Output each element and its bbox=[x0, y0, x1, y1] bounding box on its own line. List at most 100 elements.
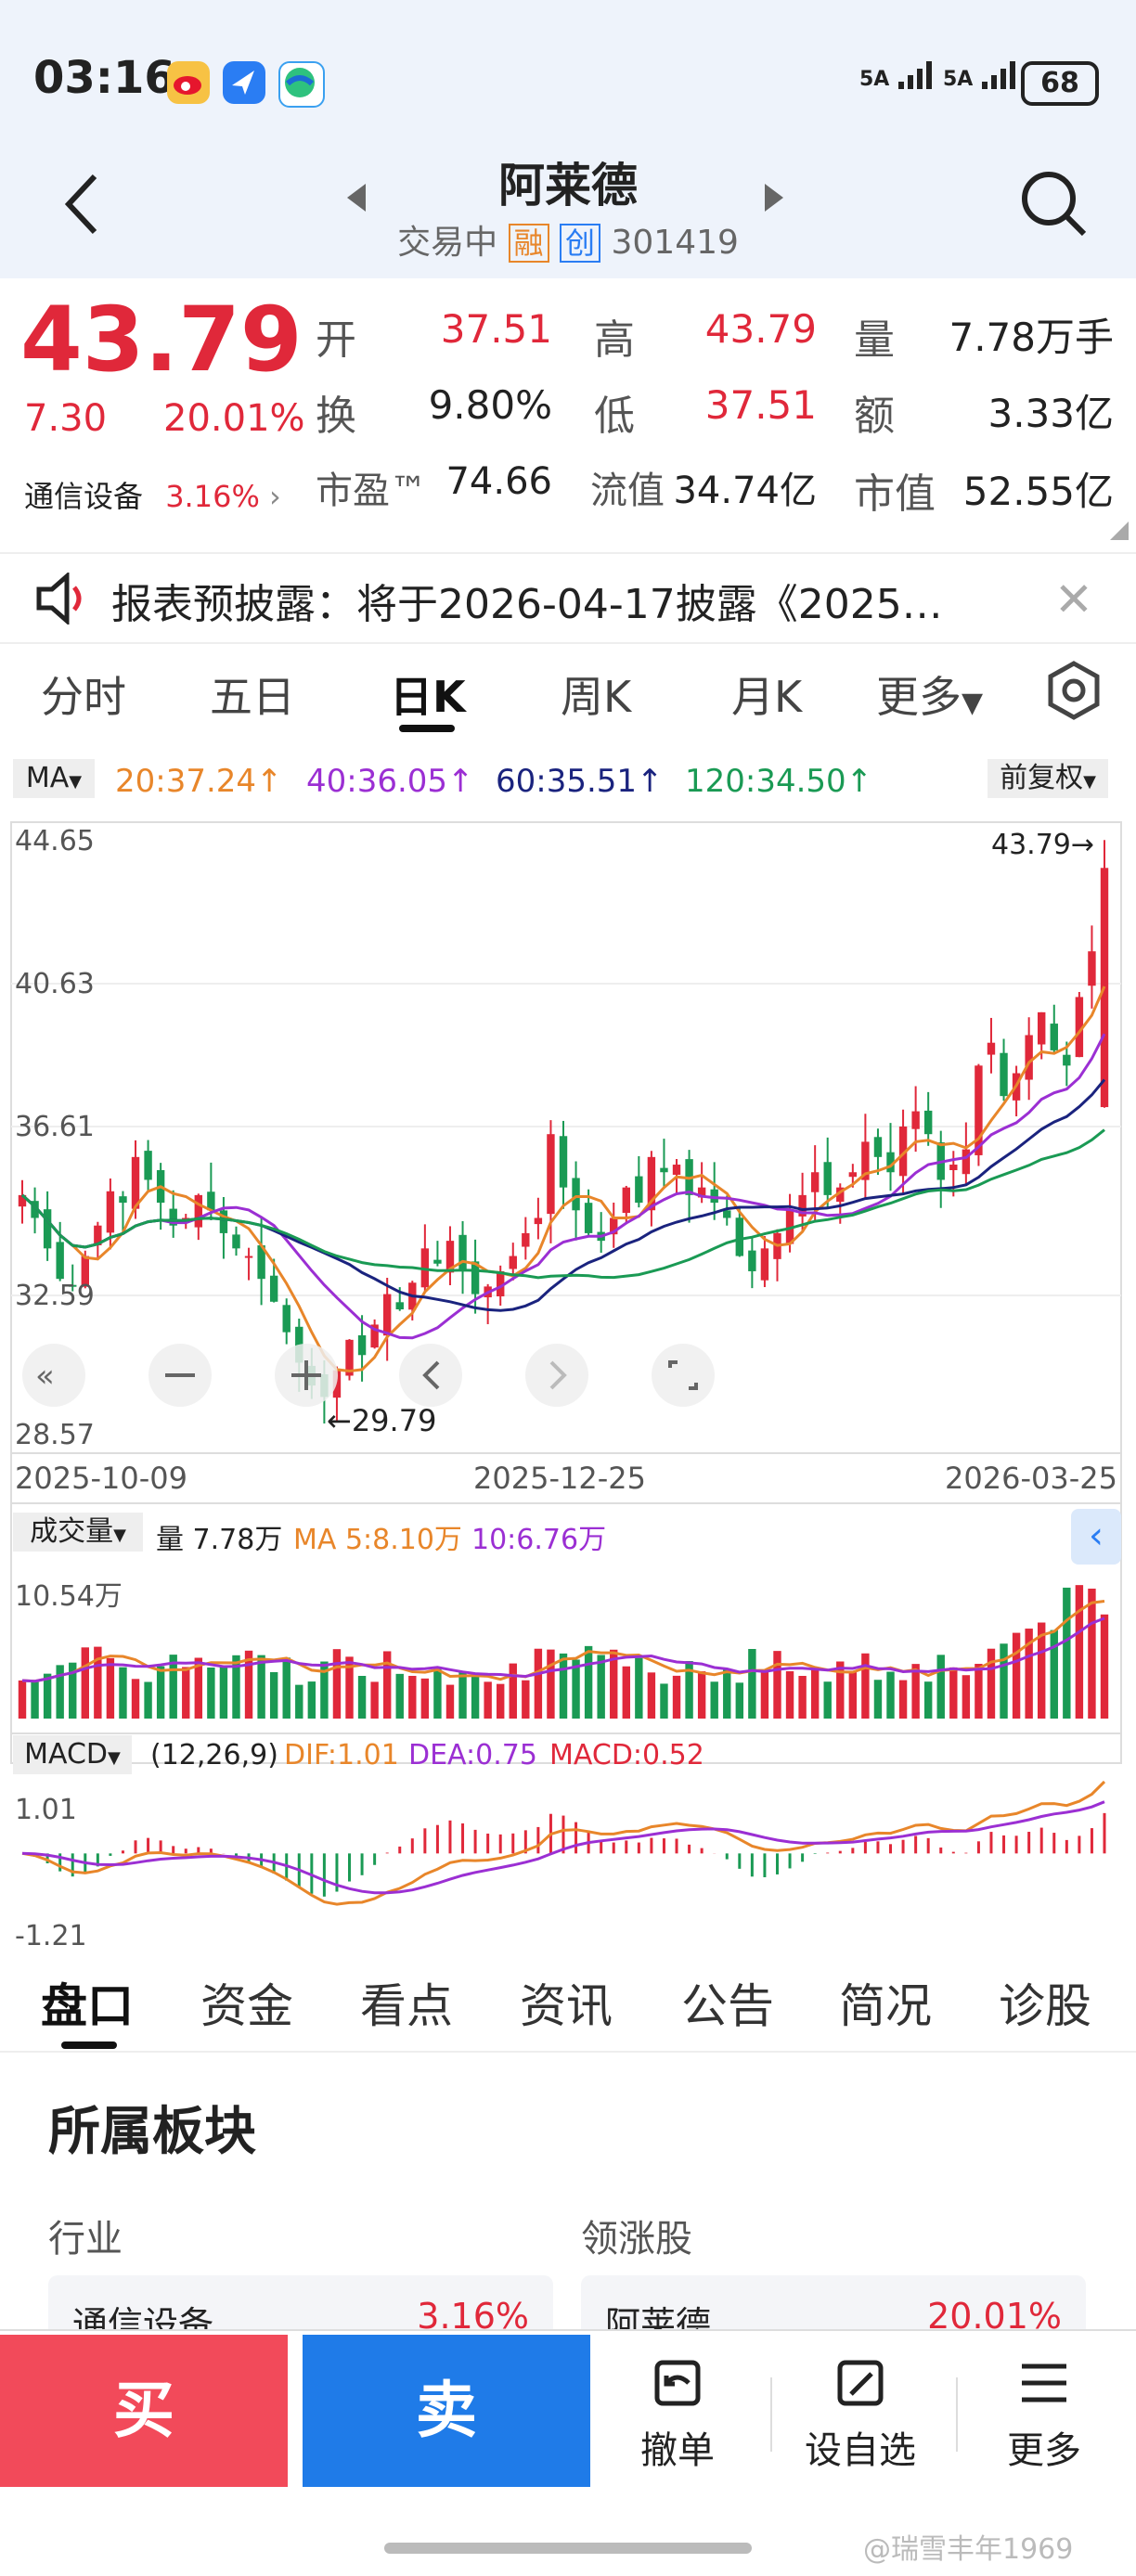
chevron-right-icon: › bbox=[269, 479, 281, 514]
volume-ma5: MA 5:8.10万 bbox=[293, 1524, 462, 1556]
dif-line bbox=[21, 1780, 1106, 1906]
candle-body bbox=[69, 1284, 77, 1287]
signal-2-icon: 5A bbox=[943, 58, 1021, 91]
macd-label: MACD bbox=[24, 1738, 109, 1771]
volume-selector[interactable]: 成交量▼ bbox=[13, 1513, 143, 1552]
tab-daily-k[interactable]: 日K bbox=[390, 672, 466, 722]
signal-1-icon: 5A bbox=[859, 58, 937, 91]
kline-chart-area[interactable]: MA▼ 20:37.24↑ 40:36.05↑ 60:35.51↑ 120:34… bbox=[0, 742, 1136, 1949]
mcap-label: 市值 bbox=[854, 470, 936, 518]
next-stock-icon[interactable] bbox=[763, 182, 785, 217]
browser-app-icon bbox=[278, 61, 325, 108]
volume-bar bbox=[898, 1680, 908, 1719]
zoom-controls: « bbox=[22, 1344, 715, 1407]
candle-body bbox=[282, 1305, 290, 1333]
volume-bar bbox=[584, 1645, 593, 1719]
volume-bar bbox=[710, 1681, 718, 1719]
tab-order-book[interactable]: 盘口 bbox=[41, 1979, 134, 2033]
candle-body bbox=[735, 1217, 744, 1256]
volume-bar bbox=[823, 1681, 832, 1719]
expand-corner-icon[interactable] bbox=[1110, 522, 1129, 544]
ma20-line bbox=[20, 985, 1106, 1373]
buy-button[interactable]: 买 bbox=[0, 2335, 288, 2487]
tab-five-day[interactable]: 五日 bbox=[210, 672, 295, 722]
macd-axis-bottom: -1.21 bbox=[15, 1920, 87, 1949]
scroll-right-button[interactable] bbox=[525, 1344, 588, 1407]
tab-more[interactable]: 更多▼ bbox=[876, 663, 983, 725]
fullscreen-button[interactable] bbox=[652, 1344, 715, 1407]
tab-news[interactable]: 资讯 bbox=[520, 1979, 613, 2033]
volume-bar bbox=[1012, 1632, 1021, 1719]
volume-bar bbox=[1075, 1585, 1084, 1719]
notice-banner[interactable]: 报表预披露：将于2026-04-17披露《2025… ✕ bbox=[0, 552, 1136, 644]
price-tick-2: 40.63 bbox=[15, 968, 95, 1000]
tab-funds[interactable]: 资金 bbox=[200, 1979, 293, 2033]
add-watchlist-button[interactable]: 设自选 bbox=[791, 2355, 930, 2474]
volume-bar bbox=[484, 1681, 492, 1719]
active-tab-indicator bbox=[399, 725, 455, 732]
volume-bar bbox=[672, 1675, 681, 1719]
sector-link[interactable]: 通信设备 3.16% › bbox=[24, 473, 281, 516]
volume-bar bbox=[257, 1655, 265, 1719]
side-panel-toggle[interactable]: ‹ bbox=[1071, 1509, 1121, 1565]
quote-panel: 43.79 7.30 20.01% 通信设备 3.16% › 开 37.51 高… bbox=[0, 278, 1136, 547]
back-button[interactable] bbox=[56, 167, 111, 241]
stock-header: 阿莱德 交易中 融 创 301419 bbox=[0, 139, 1136, 278]
more-button[interactable]: 更多 bbox=[975, 2355, 1114, 2474]
volume-bar bbox=[547, 1649, 555, 1719]
date-mid: 2025-12-25 bbox=[473, 1461, 646, 1496]
volume-bar bbox=[219, 1667, 228, 1719]
close-icon[interactable]: ✕ bbox=[1054, 573, 1093, 626]
candle-body bbox=[710, 1189, 718, 1204]
more-label: 更多 bbox=[1007, 2429, 1081, 2472]
volume-bar bbox=[131, 1679, 140, 1719]
tab-intraday[interactable]: 分时 bbox=[41, 672, 126, 722]
kline-svg[interactable]: 44.65 40.63 36.61 32.59 28.57 43.79→ ←29… bbox=[0, 742, 1136, 1949]
ma20-value: 20:37.24↑ bbox=[115, 763, 283, 800]
ma120-value: 120:34.50↑ bbox=[685, 763, 873, 800]
volume-bar bbox=[785, 1671, 794, 1719]
tab-highlights[interactable]: 看点 bbox=[360, 1979, 453, 2033]
speaker-icon bbox=[33, 571, 89, 628]
undo-icon bbox=[654, 2360, 701, 2406]
candle-body bbox=[1063, 1054, 1071, 1066]
tab-profile[interactable]: 简况 bbox=[839, 1979, 932, 2033]
macd-selector[interactable]: MACD▼ bbox=[13, 1735, 132, 1774]
volume-bar bbox=[861, 1653, 870, 1719]
tab-diagnosis[interactable]: 诊股 bbox=[999, 1979, 1091, 2033]
price-tick-4: 32.59 bbox=[15, 1280, 95, 1312]
cancel-order-button[interactable]: 撤单 bbox=[613, 2355, 742, 2474]
detail-tabs: 盘口 资金 看点 资讯 公告 简况 诊股 bbox=[0, 1949, 1136, 2053]
volume-bar bbox=[522, 1680, 530, 1719]
tab-weekly-k[interactable]: 周K bbox=[561, 672, 632, 722]
home-indicator[interactable] bbox=[384, 2543, 752, 2554]
search-icon[interactable] bbox=[1017, 167, 1091, 245]
settings-icon[interactable] bbox=[1043, 660, 1104, 725]
adjust-selector[interactable]: 前复权▼ bbox=[988, 759, 1108, 798]
adjust-label: 前复权 bbox=[1000, 762, 1084, 794]
volume-bar bbox=[433, 1668, 442, 1719]
volume-ma10: 10:6.76万 bbox=[471, 1524, 607, 1556]
collapse-left-button[interactable] bbox=[22, 1344, 85, 1407]
tab-announcements[interactable]: 公告 bbox=[681, 1979, 774, 2033]
sell-button[interactable]: 卖 bbox=[303, 2335, 590, 2487]
caret-down-icon: ▼ bbox=[69, 772, 83, 792]
volume-bar bbox=[395, 1673, 404, 1719]
volume-bar bbox=[345, 1656, 354, 1719]
cancel-label: 撤单 bbox=[640, 2429, 715, 2472]
ma-selector[interactable]: MA▼ bbox=[13, 759, 95, 798]
turnover-label: 换 bbox=[316, 393, 356, 440]
status-bar: 03:16 5A 5A 68 bbox=[0, 0, 1136, 139]
prev-stock-icon[interactable] bbox=[345, 182, 368, 217]
weibo-app-icon bbox=[167, 61, 210, 104]
volume-bar bbox=[1050, 1629, 1058, 1719]
candle-body bbox=[748, 1250, 756, 1271]
current-price: 43.79 bbox=[20, 288, 303, 392]
tab-monthly-k[interactable]: 月K bbox=[731, 672, 803, 722]
watch-label: 设自选 bbox=[805, 2429, 916, 2472]
volume-bar bbox=[94, 1646, 102, 1719]
candle-body bbox=[547, 1134, 555, 1215]
scroll-left-button[interactable] bbox=[399, 1344, 462, 1407]
volume-bar bbox=[295, 1684, 303, 1719]
high-value: 43.79 bbox=[704, 306, 817, 352]
